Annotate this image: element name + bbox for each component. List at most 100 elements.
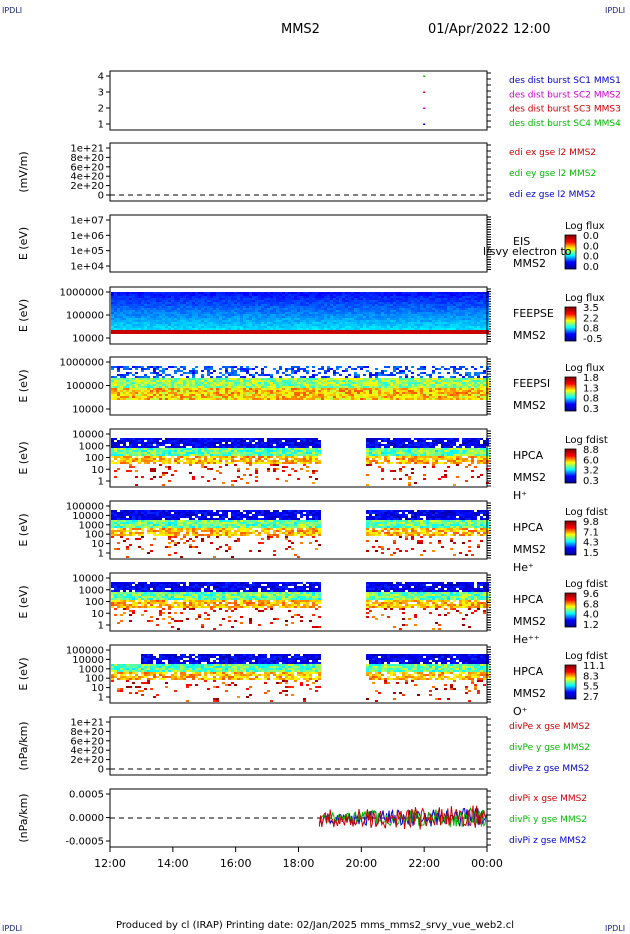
feeps-ion-cell [408,398,411,400]
feeps-electron-cell [420,298,423,300]
feeps-ion-cell [360,384,363,386]
feeps-electron-cell [354,300,357,302]
feeps-ion-cell [483,386,486,388]
feeps-ion-cell [480,384,483,386]
feeps-electron-cell [150,294,153,296]
feeps-electron-cell [321,304,324,306]
feeps-electron-cell [324,316,327,318]
feeps-ion-cell [261,374,264,376]
feeps-ion-cell [204,394,207,396]
feeps-electron-cell [276,326,279,328]
feeps-ion-cell [138,376,141,378]
feeps-electron-cell [453,316,456,318]
feeps-electron-cell [126,304,129,306]
feeps-electron-cell [381,298,384,300]
feeps-electron-cell [258,326,261,328]
feeps-electron-cell [243,324,246,326]
feeps-electron-cell [198,322,201,324]
feeps-electron-cell [264,308,267,310]
feeps-electron-cell [291,302,294,304]
feeps-ion-cell [420,396,423,398]
feeps-electron-cell [180,326,183,328]
feeps-ion-cell [120,398,123,400]
hpca-hplus-cell [174,460,177,462]
feeps-electron-cell [159,332,162,334]
feeps-electron-cell [348,328,351,330]
feeps-electron-cell [453,294,456,296]
feeps-electron-cell [321,302,324,304]
feeps-ion-cell [348,392,351,394]
feeps-electron-cell [366,330,369,332]
feeps-ion-cell [285,388,288,390]
feeps-electron-cell [183,328,186,330]
feeps-electron-cell [378,302,381,304]
feeps-ion-cell [471,386,474,388]
feeps-electron-cell [402,320,405,322]
feeps-electron-cell [456,322,459,324]
feeps-ion-cell [438,390,441,392]
feeps-ion-cell [420,388,423,390]
hpca-hplus-cell [201,460,204,462]
hpca-hplus-cell [174,444,177,446]
feeps-ion-cell [153,366,156,368]
feeps-ion-cell [264,390,267,392]
feeps-electron-cell [444,332,447,334]
feeps-electron-cell [408,328,411,330]
feeps-electron-cell [432,316,435,318]
feeps-ion-cell [189,390,192,392]
feeps-electron-cell [126,292,129,294]
feeps-electron-cell [186,326,189,328]
feeps-electron-cell [168,310,171,312]
hpca-hplus-cell [126,462,129,464]
feeps-electron-cell [231,332,234,334]
hpca-hplus-cell [129,452,132,454]
feeps-electron-cell [423,316,426,318]
feeps-ion-cell [237,368,240,370]
feeps-electron-cell [348,320,351,322]
feeps-ion-cell [288,394,291,396]
feeps-electron-cell [126,300,129,302]
feeps-ion-cell [318,394,321,396]
feeps-electron-cell [291,326,294,328]
feeps-ion-cell [189,370,192,372]
feeps-ion-cell [231,386,234,388]
feeps-electron-cell [369,302,372,304]
feeps-electron-cell [483,316,486,318]
feeps-electron-cell [303,298,306,300]
feeps-electron-cell [255,316,258,318]
feeps-ion-cell [375,394,378,396]
feeps-ion-cell [300,384,303,386]
feeps-ion-cell [273,378,276,380]
feeps-ion-cell [204,390,207,392]
feeps-electron-cell [270,312,273,314]
hpca-hplus-cell [165,446,168,448]
feeps-electron-cell [300,300,303,302]
feeps-ion-cell [384,384,387,386]
feeps-electron-cell [396,296,399,298]
feeps-electron-cell [237,322,240,324]
hpca-hplus-cell [135,450,138,452]
feeps-electron-cell [420,304,423,306]
feeps-electron-cell [447,330,450,332]
feeps-ion-cell [246,390,249,392]
feeps-electron-cell [246,294,249,296]
feeps-electron-cell [264,302,267,304]
feeps-ion-cell [396,378,399,380]
feeps-electron-cell [138,328,141,330]
feeps-ion-cell [243,382,246,384]
feeps-electron-cell [216,324,219,326]
feeps-electron-cell [384,330,387,332]
feeps-electron-cell [252,332,255,334]
feeps-electron-cell [444,312,447,314]
feeps-electron-cell [165,316,168,318]
feeps-electron-cell [159,310,162,312]
feeps-electron-cell [360,304,363,306]
feeps-electron-cell [315,292,318,294]
feeps-electron-cell [120,306,123,308]
feeps-electron-cell [306,292,309,294]
feeps-electron-cell [438,332,441,334]
feeps-electron-cell [219,310,222,312]
feeps-electron-cell [171,326,174,328]
feeps-ion-cell [429,376,432,378]
feeps-ion-cell [264,374,267,376]
